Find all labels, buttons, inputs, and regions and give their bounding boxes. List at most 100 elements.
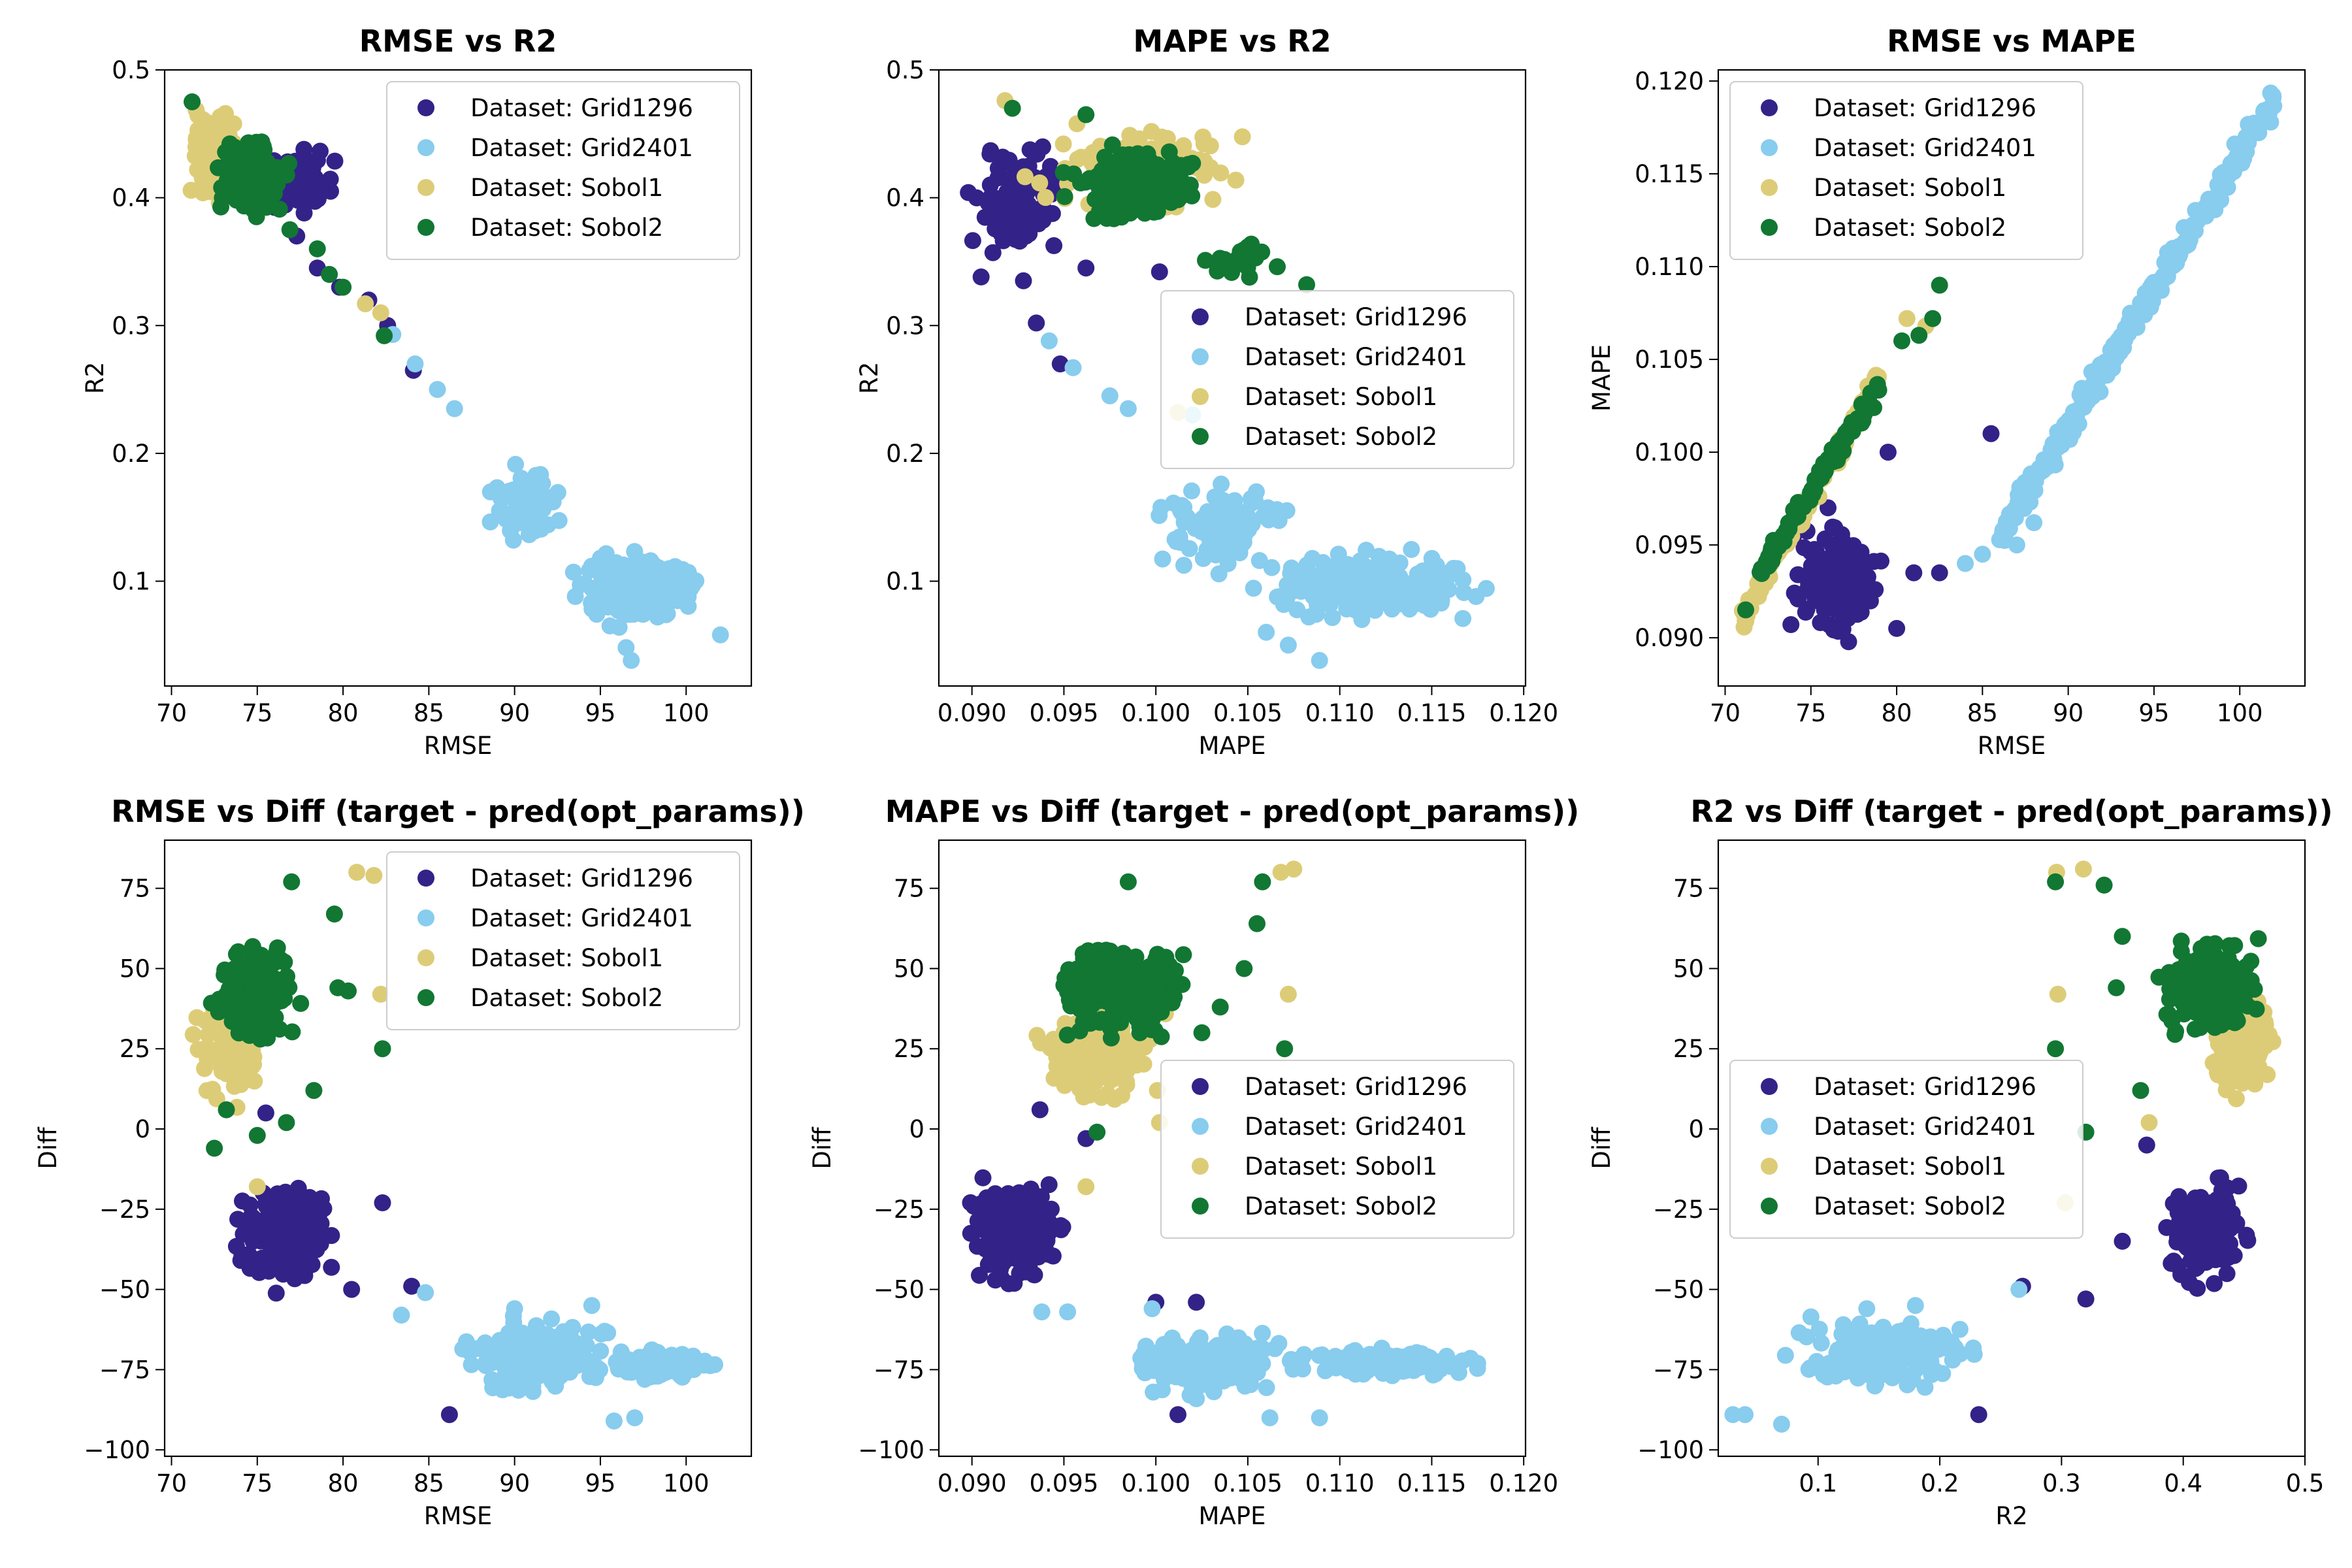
y-tick-label: −25 [99, 1196, 150, 1224]
data-point [1754, 560, 1772, 578]
data-point [1186, 1357, 1203, 1375]
legend-entry: Dataset: Sobol1 [1814, 174, 2006, 202]
series-grid1296 [227, 1104, 458, 1424]
data-point [292, 994, 310, 1012]
data-point [1243, 235, 1260, 253]
data-point [2172, 932, 2190, 950]
y-tick-label: 0.105 [1635, 346, 1704, 374]
data-point [1445, 559, 1462, 577]
data-point [1197, 252, 1214, 269]
y-tick-label: 0.095 [1635, 531, 1704, 559]
y-tick-label: 75 [120, 875, 150, 903]
data-point [1254, 1324, 1271, 1342]
data-point [2001, 519, 2018, 537]
data-point [993, 1200, 1011, 1217]
data-point [429, 381, 446, 399]
x-tick-label: 0.110 [1305, 1469, 1375, 1497]
data-point [1079, 955, 1097, 972]
data-point [1213, 257, 1230, 274]
legend-marker [417, 139, 434, 156]
data-point [2191, 1019, 2209, 1036]
y-tick-label: 0.090 [1635, 624, 1704, 652]
data-point [1298, 276, 1315, 293]
data-point [208, 1090, 225, 1107]
data-point [1826, 519, 1844, 536]
data-point [2031, 459, 2048, 477]
data-point [1269, 258, 1286, 276]
data-point [1242, 249, 1259, 266]
data-point [365, 867, 383, 884]
data-point [1282, 559, 1300, 577]
data-point [2208, 994, 2226, 1011]
x-tick-label: 90 [499, 1469, 530, 1497]
data-point [1933, 1338, 1950, 1356]
x-axis-label: MAPE [1199, 732, 1266, 760]
data-point [278, 1187, 296, 1205]
y-tick-label: 25 [120, 1035, 150, 1063]
data-point [592, 549, 609, 567]
data-point [212, 198, 229, 216]
legend-box [386, 81, 740, 260]
data-point [372, 985, 389, 1003]
data-point [393, 1306, 410, 1324]
data-point [321, 266, 338, 283]
data-point [564, 563, 582, 581]
data-point [257, 1214, 274, 1232]
data-point [2189, 1279, 2206, 1297]
data-point [1812, 1334, 1830, 1352]
data-point [596, 1322, 613, 1340]
data-point [250, 951, 268, 968]
data-point [1893, 332, 1910, 350]
data-point [1253, 1339, 1271, 1357]
legend-marker [1192, 428, 1209, 445]
data-point [2025, 514, 2043, 531]
x-tick-label: 75 [1795, 699, 1826, 727]
data-point [1812, 614, 1829, 631]
scatter-points [1724, 860, 2281, 1433]
legend-marker [1192, 388, 1209, 405]
y-tick-label: 0 [909, 1115, 924, 1143]
data-point [1806, 481, 1823, 498]
data-point [972, 1215, 990, 1232]
data-point [1175, 946, 1192, 964]
data-point [493, 1344, 510, 1362]
data-point [1806, 541, 1823, 558]
data-point [1261, 1409, 1279, 1427]
x-tick-label: 70 [156, 1469, 187, 1497]
data-point [1258, 1379, 1275, 1396]
data-point [974, 1169, 992, 1186]
data-point [684, 576, 702, 594]
data-point [240, 134, 257, 152]
data-point [2212, 166, 2229, 184]
data-point [1763, 540, 1780, 557]
data-point [1075, 1073, 1092, 1090]
data-point [1853, 576, 1870, 593]
data-point [271, 159, 289, 177]
data-point [2203, 1239, 2221, 1256]
legend-entry: Dataset: Grid2401 [470, 134, 693, 162]
legend-box [1729, 1060, 2083, 1239]
data-point [261, 171, 278, 188]
data-point [1031, 174, 1049, 191]
data-point [1467, 588, 1485, 605]
y-tick-label: 0.115 [1635, 160, 1704, 188]
data-point [1248, 483, 1265, 500]
data-point [492, 490, 510, 507]
data-point [184, 93, 201, 110]
data-point [244, 1232, 262, 1250]
data-point [711, 626, 729, 644]
data-point [1131, 1018, 1149, 1036]
data-point [1114, 146, 1132, 164]
data-point [1004, 99, 1021, 117]
legend-marker [1761, 139, 1778, 156]
x-tick-label: 95 [585, 1469, 615, 1497]
plot-frame [938, 69, 1527, 687]
data-point [2150, 968, 2168, 986]
data-point [2077, 1290, 2095, 1308]
series-sobol2 [1737, 276, 1948, 619]
data-point [1206, 488, 1224, 506]
data-point [1037, 189, 1054, 206]
data-point [1145, 1383, 1162, 1401]
